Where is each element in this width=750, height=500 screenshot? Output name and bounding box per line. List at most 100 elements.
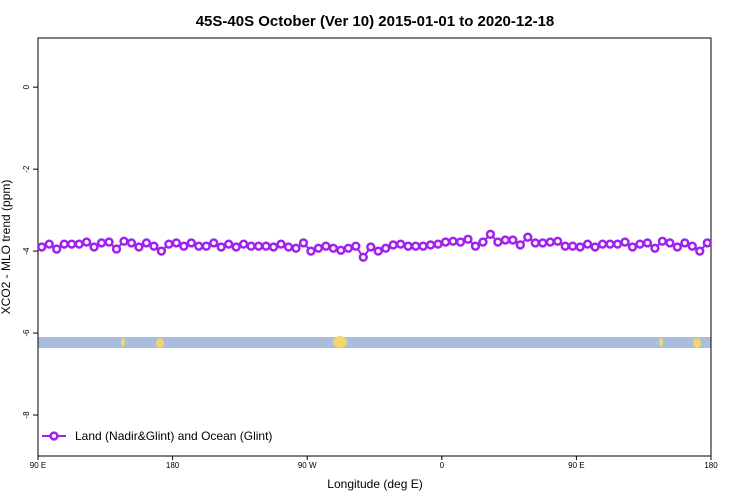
data-point (575, 242, 585, 252)
data-point (59, 239, 69, 249)
y-tick-label: -2 (22, 165, 31, 173)
legend-entry: Land (Nadir&Glint) and Ocean (Glint) (42, 429, 272, 443)
data-point (553, 236, 563, 246)
data-point (478, 237, 488, 247)
data-point (597, 239, 608, 249)
data-point (276, 239, 286, 249)
data-point (224, 239, 234, 249)
data-point (261, 241, 271, 251)
data-point (642, 238, 653, 248)
data-point (665, 238, 675, 248)
y-tick-label: -6 (22, 329, 31, 337)
data-point (470, 241, 481, 251)
data-point (111, 244, 122, 254)
y-tick-label: 0 (22, 84, 31, 89)
data-point (612, 239, 623, 249)
data-point (321, 241, 331, 251)
data-point (209, 238, 219, 248)
data-point (448, 236, 458, 246)
data-point (328, 243, 339, 253)
legend-label: Land (Nadir&Glint) and Ocean (Glint) (75, 429, 272, 443)
x-tick-label: 90 E (568, 461, 584, 470)
data-point (582, 239, 593, 249)
data-point (418, 241, 428, 251)
data-point (515, 240, 525, 250)
x-tick-label: 180 (166, 461, 180, 470)
data-point (201, 241, 211, 251)
data-point (44, 239, 54, 249)
data-point (119, 236, 129, 246)
data-point (672, 242, 682, 252)
data-point (627, 242, 638, 252)
data-point (687, 241, 697, 251)
data-point (343, 243, 353, 253)
x-tick-label: 90 E (30, 461, 46, 470)
data-point (440, 237, 451, 247)
legend-marker (49, 431, 59, 441)
data-point (500, 235, 511, 245)
data-point (485, 229, 496, 239)
data-point (403, 241, 413, 251)
data-point (605, 239, 615, 249)
data-point (171, 238, 181, 248)
data-point (433, 239, 443, 249)
data-point (81, 237, 92, 247)
data-point (134, 242, 144, 252)
data-point (590, 242, 600, 252)
x-tick-label: 90 W (298, 461, 317, 470)
data-point (695, 246, 705, 256)
data-point (366, 242, 376, 252)
data-point (126, 238, 137, 248)
data-point (351, 241, 361, 251)
data-point (246, 241, 256, 251)
data-point (194, 241, 204, 251)
data-point (650, 243, 660, 253)
data-point (410, 241, 421, 251)
data-point (560, 241, 570, 251)
data-point (508, 235, 518, 245)
data-point (545, 237, 555, 247)
data-point (89, 242, 99, 252)
data-point (388, 240, 398, 250)
data-point (37, 242, 47, 252)
data-point (216, 242, 226, 252)
data-point (455, 237, 466, 247)
data-point (530, 238, 540, 248)
data-point (568, 241, 578, 251)
land-ocean-band (38, 336, 711, 348)
data-point (358, 252, 368, 262)
data-point (149, 241, 159, 251)
data-point (179, 241, 189, 251)
y-tick-label: -8 (22, 411, 31, 419)
data-point (283, 242, 294, 252)
data-point (396, 239, 406, 249)
data-point (538, 238, 548, 248)
data-point (298, 238, 309, 248)
data-point (104, 237, 114, 247)
data-point (493, 237, 503, 247)
data-point (620, 237, 630, 247)
data-point (253, 241, 264, 251)
data-point (425, 240, 436, 250)
data-point (186, 238, 196, 248)
data-point (523, 232, 533, 242)
data-point (268, 242, 279, 252)
data-point (156, 246, 167, 256)
data-point (702, 238, 712, 248)
y-tick-label: -4 (22, 247, 31, 255)
data-point (96, 238, 107, 248)
y-axis-label: XCO2 - MLO trend (ppm) (0, 180, 13, 315)
x-tick-label: 0 (440, 461, 445, 470)
data-point (74, 239, 84, 249)
data-point (336, 245, 346, 255)
data-point (373, 246, 383, 256)
data-point (306, 246, 316, 256)
data-point (635, 239, 645, 249)
data-point (67, 239, 77, 249)
data-point (164, 239, 174, 249)
data-point (231, 242, 241, 252)
data-point (381, 243, 391, 253)
data-point (141, 238, 152, 248)
data-point (291, 243, 301, 253)
